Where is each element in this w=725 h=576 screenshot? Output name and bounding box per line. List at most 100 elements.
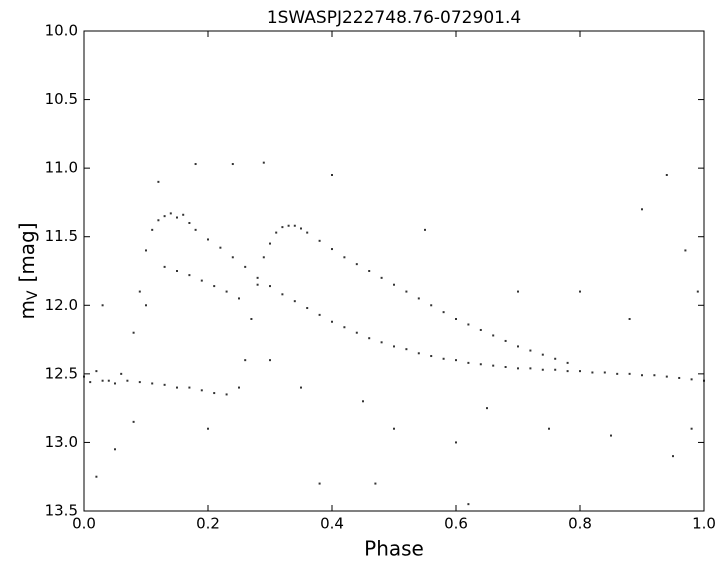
point bbox=[467, 323, 470, 326]
y-label-sub: V bbox=[25, 290, 41, 300]
point bbox=[287, 224, 290, 227]
point bbox=[231, 256, 234, 259]
point bbox=[529, 349, 532, 352]
y-axis-label: mV [mag] bbox=[15, 222, 42, 319]
point bbox=[157, 219, 160, 222]
x-tick-label: 0.6 bbox=[444, 515, 468, 533]
point bbox=[374, 482, 377, 485]
point bbox=[393, 283, 395, 286]
point bbox=[492, 334, 495, 337]
point bbox=[380, 341, 383, 344]
point bbox=[225, 290, 228, 293]
point bbox=[331, 248, 333, 251]
point bbox=[442, 357, 445, 360]
point bbox=[114, 448, 116, 451]
plot-frame bbox=[83, 30, 705, 512]
point bbox=[318, 482, 321, 485]
x-tick-label: 1.0 bbox=[692, 515, 716, 533]
point bbox=[231, 163, 234, 166]
point bbox=[318, 313, 321, 316]
point bbox=[145, 304, 147, 307]
point bbox=[566, 361, 569, 364]
x-tick-label: 0.2 bbox=[196, 515, 220, 533]
point bbox=[566, 370, 569, 373]
point bbox=[176, 270, 178, 272]
point bbox=[603, 371, 606, 374]
point bbox=[188, 386, 191, 389]
point bbox=[467, 361, 470, 364]
point bbox=[504, 366, 507, 368]
point bbox=[200, 389, 203, 392]
point bbox=[163, 383, 166, 386]
point bbox=[424, 228, 426, 231]
point bbox=[628, 372, 631, 375]
point bbox=[300, 386, 302, 389]
point bbox=[262, 256, 265, 259]
point bbox=[442, 311, 445, 314]
point bbox=[293, 300, 296, 303]
y-tick-label: 11.5 bbox=[45, 227, 78, 245]
point bbox=[653, 374, 656, 377]
point bbox=[492, 364, 495, 367]
point bbox=[579, 290, 581, 293]
point bbox=[405, 348, 408, 351]
point bbox=[641, 374, 643, 377]
point bbox=[455, 441, 457, 444]
point bbox=[238, 297, 240, 300]
x-axis-label: Phase bbox=[364, 537, 424, 561]
point bbox=[541, 353, 544, 356]
point bbox=[176, 216, 178, 219]
point bbox=[132, 420, 135, 423]
point bbox=[138, 381, 141, 384]
point bbox=[213, 392, 216, 395]
point bbox=[169, 212, 172, 215]
point bbox=[213, 285, 216, 288]
y-tick-label: 12.0 bbox=[45, 296, 78, 314]
point bbox=[380, 276, 383, 279]
point bbox=[517, 367, 519, 370]
point bbox=[281, 226, 284, 229]
point bbox=[405, 290, 408, 293]
point bbox=[331, 174, 333, 176]
point bbox=[641, 208, 643, 211]
point bbox=[678, 376, 681, 379]
y-tick-label: 13.0 bbox=[45, 433, 78, 451]
y-tick-label: 12.5 bbox=[45, 364, 78, 382]
point bbox=[467, 503, 470, 506]
point bbox=[207, 238, 209, 241]
x-tick-label: 0.4 bbox=[320, 515, 344, 533]
point bbox=[163, 265, 166, 268]
point bbox=[188, 222, 191, 224]
point bbox=[250, 318, 253, 320]
point bbox=[300, 227, 302, 230]
point bbox=[579, 370, 581, 373]
point bbox=[256, 283, 259, 286]
point bbox=[262, 161, 265, 164]
point bbox=[188, 274, 191, 277]
point bbox=[548, 427, 550, 430]
point bbox=[306, 231, 309, 234]
point bbox=[151, 228, 154, 231]
point bbox=[306, 307, 309, 310]
point bbox=[690, 378, 693, 381]
point bbox=[455, 318, 457, 320]
point bbox=[610, 434, 612, 437]
point bbox=[95, 475, 98, 478]
point bbox=[355, 331, 358, 334]
point bbox=[151, 382, 154, 385]
point bbox=[281, 293, 284, 296]
point bbox=[517, 345, 519, 348]
y-tick-label: 10.0 bbox=[45, 22, 78, 40]
point bbox=[207, 427, 209, 430]
point bbox=[430, 304, 433, 307]
point bbox=[479, 328, 482, 331]
point bbox=[182, 213, 185, 216]
point bbox=[114, 382, 116, 385]
x-tick-label: 0.0 bbox=[72, 515, 96, 533]
point bbox=[238, 386, 240, 389]
point bbox=[89, 381, 92, 384]
point bbox=[126, 379, 129, 382]
point bbox=[616, 372, 619, 375]
point bbox=[194, 163, 197, 166]
